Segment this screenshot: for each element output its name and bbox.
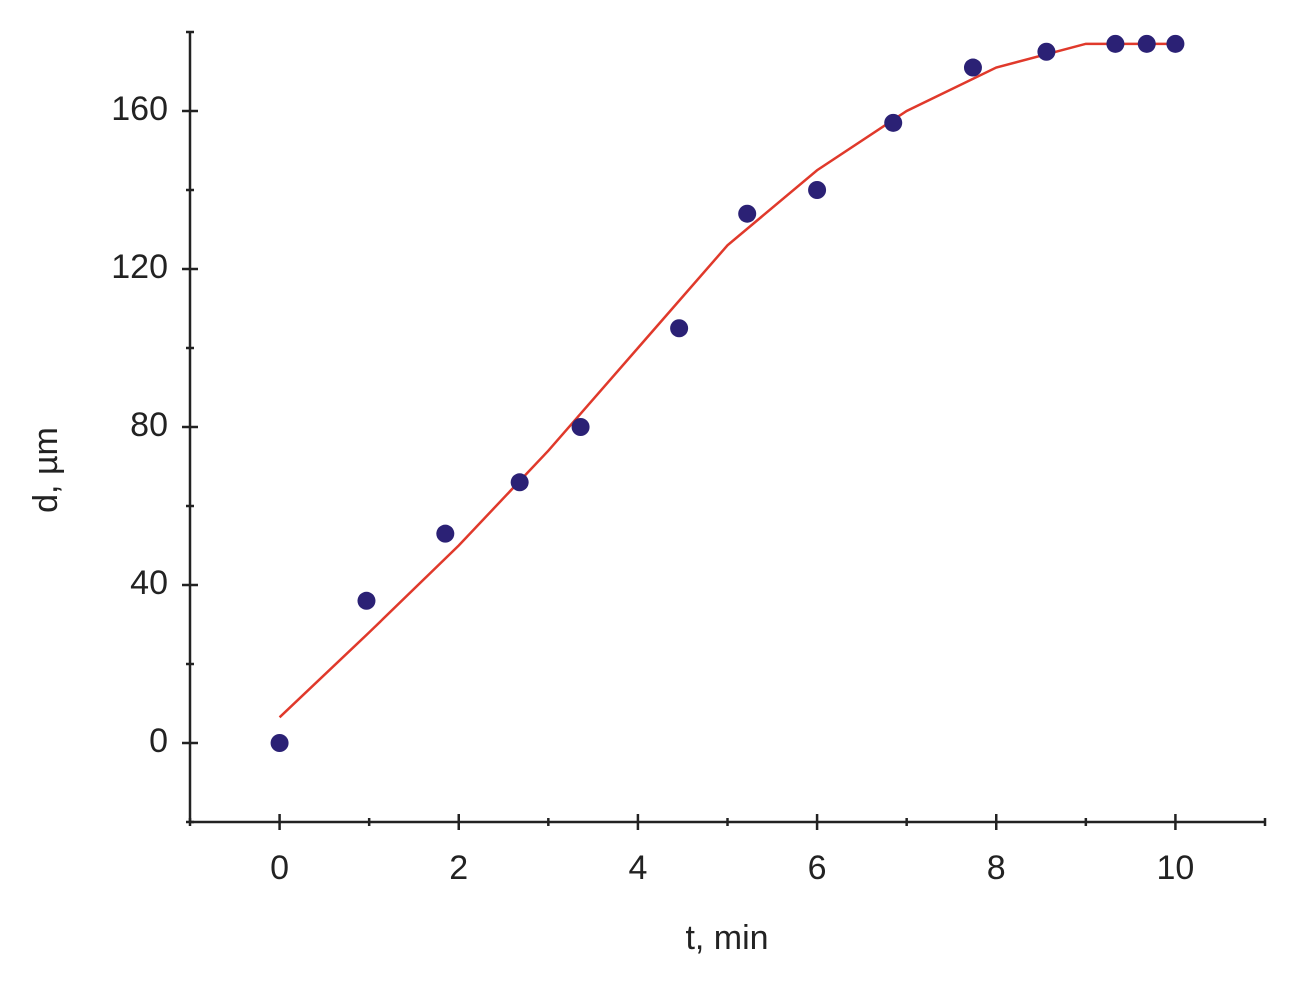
- point: [1166, 34, 1185, 53]
- x-tick-label: 6: [808, 849, 827, 887]
- x-axis-title: t, min: [685, 919, 768, 957]
- y-tick-label: 80: [130, 406, 168, 444]
- y-tick-label: 160: [111, 90, 168, 128]
- point: [963, 58, 982, 77]
- point: [808, 181, 827, 199]
- point: [357, 591, 376, 610]
- point: [571, 418, 590, 436]
- point: [510, 473, 529, 492]
- y-tick-label: 40: [130, 564, 168, 602]
- x-tick-label: 10: [1157, 849, 1195, 887]
- point: [1106, 34, 1125, 53]
- point: [884, 113, 903, 132]
- x-tick-label: 8: [987, 849, 1006, 887]
- y-tick-label: 120: [111, 248, 168, 286]
- point: [436, 524, 455, 543]
- x-tick-label: 2: [449, 849, 468, 887]
- y-tick-label: 0: [149, 722, 168, 760]
- fit-line: [278, 42, 1176, 719]
- y-axis-title: d, µm: [27, 427, 65, 513]
- point: [670, 319, 689, 338]
- point: [270, 734, 289, 752]
- point: [738, 204, 757, 223]
- x-tick-label: 4: [628, 849, 647, 887]
- x-tick-label: 0: [270, 849, 289, 887]
- point: [1137, 34, 1156, 53]
- point: [1037, 42, 1056, 61]
